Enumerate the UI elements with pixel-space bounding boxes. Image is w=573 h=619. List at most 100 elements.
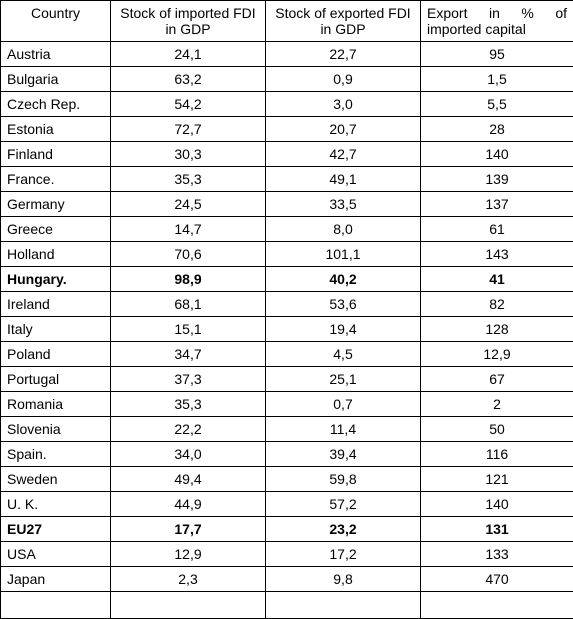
cell-exported: 8,0 [266,217,421,242]
table-row: Sweden49,459,8121 [1,467,573,492]
cell-exported: 39,4 [266,442,421,467]
table-row: Czech Rep.54,2 3,0 5,5 [1,92,573,117]
cell-imported: 35,3 [111,392,266,417]
table-row: Romania35,3 0,72 [1,392,573,417]
cell-empty [1,592,111,619]
cell-pct: 121 [421,467,573,492]
cell-country: Sweden [1,467,111,492]
cell-pct: 140 [421,142,573,167]
cell-pct: 1,5 [421,67,573,92]
cell-pct: 133 [421,542,573,567]
cell-country: Italy [1,317,111,342]
cell-country: France. [1,167,111,192]
table-row: Ireland68,153,682 [1,292,573,317]
header-exported: Stock of exported FDI in GDP [266,1,421,42]
cell-country: Holland [1,242,111,267]
cell-country: EU27 [1,517,111,542]
cell-imported: 34,0 [111,442,266,467]
cell-exported: 3,0 [266,92,421,117]
cell-country: Spain. [1,442,111,467]
fdi-table: Country Stock of imported FDI in GDP Sto… [0,0,573,619]
cell-country: Romania [1,392,111,417]
table-row: Hungary.98,940,241 [1,267,573,292]
table-row: Japan 2,3 9,8470 [1,567,573,592]
cell-exported: 42,7 [266,142,421,167]
cell-imported: 54,2 [111,92,266,117]
table-row: U. K.44,957,2140 [1,492,573,517]
cell-imported: 22,2 [111,417,266,442]
table-row: USA12,917,2133 [1,542,573,567]
cell-pct: 12,9 [421,342,573,367]
table-body: Austria24,122,795Bulgaria63,2 0,9 1,5Cze… [1,42,573,619]
table-row: Greece14,7 8,061 [1,217,573,242]
cell-exported: 57,2 [266,492,421,517]
table-row: France.35,349,1139 [1,167,573,192]
cell-exported: 23,2 [266,517,421,542]
cell-country: Germany [1,192,111,217]
table-row-empty [1,592,573,619]
cell-imported: 2,3 [111,567,266,592]
cell-exported: 0,9 [266,67,421,92]
cell-country: Austria [1,42,111,67]
cell-country: Slovenia [1,417,111,442]
cell-pct: 28 [421,117,573,142]
cell-pct: 95 [421,42,573,67]
table-row: EU2717,723,2131 [1,517,573,542]
cell-imported: 37,3 [111,367,266,392]
cell-exported: 59,8 [266,467,421,492]
cell-imported: 98,9 [111,267,266,292]
cell-country: Bulgaria [1,67,111,92]
cell-pct: 67 [421,367,573,392]
table-row: Slovenia22,211,450 [1,417,573,442]
cell-country: Ireland [1,292,111,317]
cell-exported: 53,6 [266,292,421,317]
cell-exported: 33,5 [266,192,421,217]
cell-exported: 25,1 [266,367,421,392]
cell-pct: 41 [421,267,573,292]
table-row: Austria24,122,795 [1,42,573,67]
cell-pct: 116 [421,442,573,467]
cell-exported: 11,4 [266,417,421,442]
cell-exported: 49,1 [266,167,421,192]
cell-exported: 17,2 [266,542,421,567]
table-row: Germany24,533,5137 [1,192,573,217]
cell-pct: 143 [421,242,573,267]
table-row: Poland34,7 4,512,9 [1,342,573,367]
cell-imported: 12,9 [111,542,266,567]
header-pct: Export in % of imported capital [421,1,573,42]
cell-imported: 24,5 [111,192,266,217]
cell-exported: 101,1 [266,242,421,267]
cell-imported: 70,6 [111,242,266,267]
cell-imported: 72,7 [111,117,266,142]
cell-pct: 131 [421,517,573,542]
cell-imported: 24,1 [111,42,266,67]
cell-pct: 2 [421,392,573,417]
cell-country: Greece [1,217,111,242]
cell-imported: 34,7 [111,342,266,367]
cell-imported: 14,7 [111,217,266,242]
cell-pct: 128 [421,317,573,342]
cell-empty [111,592,266,619]
header-imported: Stock of imported FDI in GDP [111,1,266,42]
cell-imported: 49,4 [111,467,266,492]
cell-exported: 19,4 [266,317,421,342]
cell-pct: 61 [421,217,573,242]
cell-country: Finland [1,142,111,167]
cell-country: Portugal [1,367,111,392]
cell-imported: 68,1 [111,292,266,317]
cell-country: Estonia [1,117,111,142]
cell-exported: 4,5 [266,342,421,367]
cell-imported: 63,2 [111,67,266,92]
cell-exported: 22,7 [266,42,421,67]
cell-pct: 137 [421,192,573,217]
cell-country: Czech Rep. [1,92,111,117]
cell-country: USA [1,542,111,567]
cell-pct: 50 [421,417,573,442]
cell-imported: 17,7 [111,517,266,542]
header-country: Country [1,1,111,42]
cell-imported: 15,1 [111,317,266,342]
cell-pct: 82 [421,292,573,317]
cell-exported: 9,8 [266,567,421,592]
cell-imported: 35,3 [111,167,266,192]
table-row: Finland30,342,7140 [1,142,573,167]
